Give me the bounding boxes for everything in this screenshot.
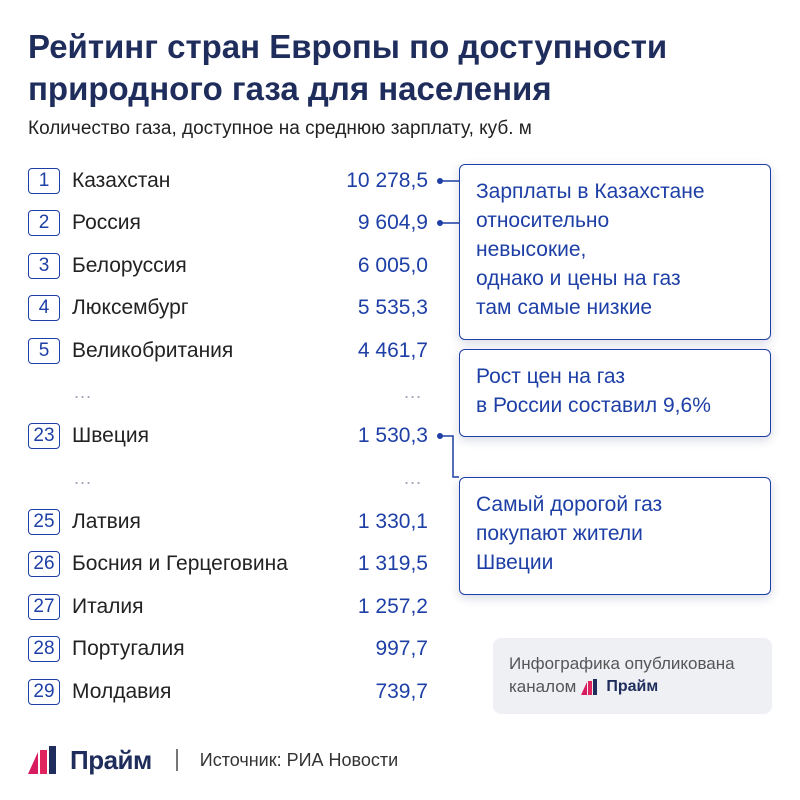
callout-text: однако и цены на газ [476, 267, 681, 290]
country-name: Белоруссия [72, 254, 187, 277]
callout-text: Зарплаты в Казахстане [476, 180, 705, 203]
country-name: Латвия [72, 510, 141, 533]
dot-icon [437, 178, 443, 184]
ranking-row: 25 Латвия 1 330,1 [28, 507, 428, 537]
rank-badge: 3 [28, 253, 60, 279]
callout-text: Рост цен на газ [476, 365, 625, 388]
footer-divider [175, 749, 178, 771]
callout-text: в России составил 9,6% [476, 394, 711, 417]
country-name: Великобритания [72, 339, 234, 362]
source-text: Источник: РИА Новости [199, 749, 399, 770]
gas-volume: 5 535,3 [357, 296, 428, 319]
ranking-row: 28 Португалия 997,7 [28, 634, 428, 664]
rank-badge: 25 [28, 509, 60, 535]
country-name: Люксембург [72, 296, 189, 319]
rank-badge: 23 [28, 423, 60, 449]
callout-sweden: Самый дорогой газ покупают жители Швеции [459, 477, 771, 595]
rank-badge: 5 [28, 338, 60, 364]
gas-volume: 6 005,0 [357, 254, 428, 277]
ellipsis-gap: ... [74, 468, 93, 488]
publish-note: Инфографика опубликована каналом Прайм [493, 638, 772, 714]
ranking-row: 4 Люксембург 5 535,3 [28, 293, 428, 323]
rank-badge: 26 [28, 551, 60, 577]
callout-russia: Рост цен на газ в России составил 9,6% [459, 349, 771, 437]
rank-badge: 29 [28, 679, 60, 705]
ranking-row: 27 Италия 1 257,2 [28, 592, 428, 622]
gas-volume: 10 278,5 [346, 169, 428, 192]
gas-volume: 997,7 [375, 637, 428, 660]
country-name: Португалия [72, 637, 185, 660]
ellipsis-gap: ... [74, 382, 93, 402]
ranking-row: 2 Россия 9 604,9 [28, 208, 428, 238]
country-name: Молдавия [72, 680, 172, 703]
gas-volume: 4 461,7 [357, 339, 428, 362]
gas-volume: 1 257,2 [357, 595, 428, 618]
callout-text: Швеции [476, 551, 554, 574]
country-name: Швеция [72, 424, 149, 447]
ranking-row: 29 Молдавия 739,7 [28, 677, 428, 707]
callout-text: невысокие, [476, 238, 587, 261]
publish-note-line: Инфографика опубликована [509, 654, 735, 673]
page-subtitle: Количество газа, доступное на среднюю за… [28, 118, 532, 139]
gas-volume: 1 530,3 [357, 424, 428, 447]
publish-note-prefix: каналом [509, 677, 577, 696]
dot-icon [437, 220, 443, 226]
ranking-row: 23 Швеция 1 530,3 [28, 421, 428, 451]
ellipsis-gap: ... [404, 468, 423, 488]
rank-badge: 28 [28, 636, 60, 662]
country-name: Италия [72, 595, 144, 618]
callout-text: покупают жители [476, 522, 643, 545]
callout-text: Самый дорогой газ [476, 493, 663, 516]
ellipsis-gap: ... [404, 382, 423, 402]
footer: Прайм Источник: РИА Новости [28, 742, 398, 778]
callout-text: относительно [476, 209, 610, 232]
gas-volume: 1 330,1 [357, 510, 428, 533]
footer-brand: Прайм [70, 744, 152, 775]
connector-line [440, 435, 459, 478]
callout-text: там самые низкие [476, 296, 653, 319]
rank-badge: 1 [28, 168, 60, 194]
gas-volume: 1 319,5 [357, 552, 428, 575]
prime-logo-icon [581, 678, 598, 695]
gas-volume: 9 604,9 [357, 211, 428, 234]
ranking-row: 5 Великобритания 4 461,7 [28, 336, 428, 366]
publish-note-brand: Прайм [606, 678, 659, 695]
ranking-row: 3 Белоруссия 6 005,0 [28, 251, 428, 281]
callout-kazakhstan: Зарплаты в Казахстане относительно невыс… [459, 164, 771, 340]
rank-badge: 4 [28, 295, 60, 321]
dot-icon [437, 433, 443, 439]
country-name: Казахстан [72, 169, 171, 192]
rank-badge: 27 [28, 594, 60, 620]
ranking-row: 1 Казахстан 10 278,5 [28, 166, 428, 196]
country-name: Россия [72, 211, 141, 234]
page-title: Рейтинг стран Европы по доступности прир… [28, 28, 668, 107]
gas-volume: 739,7 [375, 680, 428, 703]
country-name: Босния и Герцеговина [72, 552, 288, 575]
prime-logo-icon [28, 746, 56, 774]
rank-badge: 2 [28, 210, 60, 236]
ranking-row: 26 Босния и Герцеговина 1 319,5 [28, 549, 428, 579]
